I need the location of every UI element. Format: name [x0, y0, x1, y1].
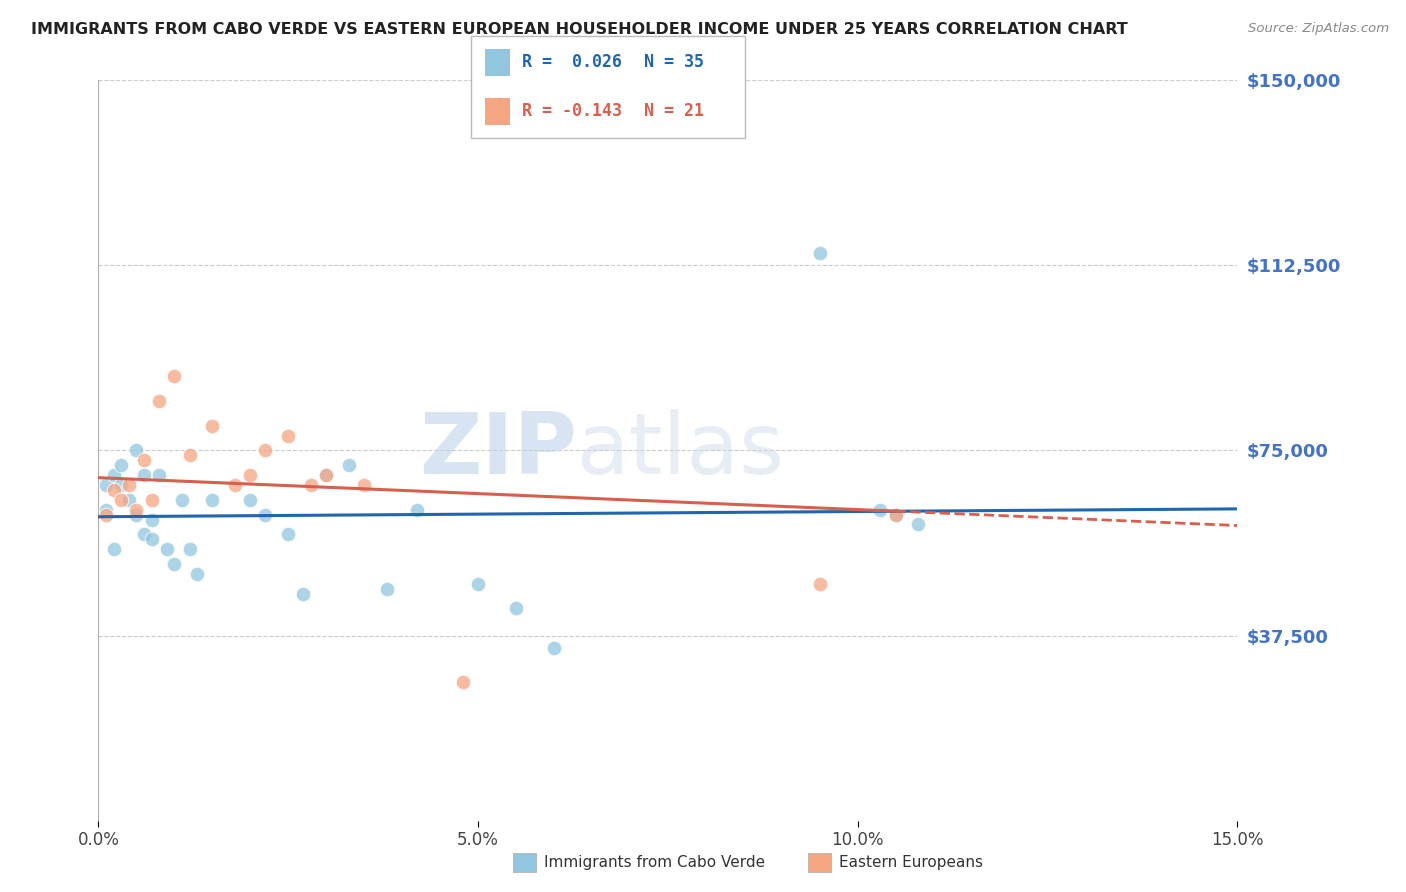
Point — [103, 542, 125, 557]
Text: Eastern Europeans: Eastern Europeans — [839, 855, 983, 870]
Point — [299, 478, 322, 492]
Point — [141, 512, 163, 526]
Point — [94, 508, 117, 522]
Point — [467, 576, 489, 591]
Point — [179, 449, 201, 463]
Point — [141, 492, 163, 507]
Point — [884, 508, 907, 522]
Point — [254, 443, 277, 458]
Point — [179, 542, 201, 557]
Point — [103, 483, 125, 497]
Point — [315, 468, 337, 483]
Point — [543, 640, 565, 655]
Point — [132, 468, 155, 483]
Point — [156, 542, 179, 557]
Point — [186, 566, 208, 581]
Point — [337, 458, 360, 473]
Text: R = -0.143: R = -0.143 — [522, 103, 621, 120]
Text: N = 21: N = 21 — [644, 103, 704, 120]
Point — [277, 527, 299, 541]
Point — [148, 394, 170, 409]
Point — [148, 468, 170, 483]
Point — [163, 557, 186, 571]
Point — [808, 246, 831, 260]
Text: ZIP: ZIP — [419, 409, 576, 492]
Point — [141, 533, 163, 547]
Point — [125, 443, 148, 458]
Point — [132, 527, 155, 541]
Point — [406, 502, 429, 516]
Point — [277, 428, 299, 442]
Point — [353, 478, 375, 492]
Point — [118, 492, 141, 507]
Point — [163, 369, 186, 384]
Text: atlas: atlas — [576, 409, 785, 492]
Point — [110, 478, 132, 492]
Text: N = 35: N = 35 — [644, 54, 704, 71]
Point — [94, 478, 117, 492]
Point — [808, 576, 831, 591]
Point — [907, 517, 929, 532]
Point — [125, 502, 148, 516]
Point — [375, 582, 398, 596]
Point — [292, 586, 315, 600]
Point — [254, 508, 277, 522]
Point — [451, 675, 474, 690]
Point — [103, 468, 125, 483]
Point — [110, 492, 132, 507]
Point — [118, 478, 141, 492]
Point — [239, 492, 262, 507]
Point — [132, 453, 155, 467]
Point — [110, 458, 132, 473]
Text: Source: ZipAtlas.com: Source: ZipAtlas.com — [1249, 22, 1389, 36]
Point — [125, 508, 148, 522]
Text: R =  0.026: R = 0.026 — [522, 54, 621, 71]
Point — [224, 478, 246, 492]
Text: Immigrants from Cabo Verde: Immigrants from Cabo Verde — [544, 855, 765, 870]
Point — [170, 492, 193, 507]
Point — [201, 492, 224, 507]
Point — [884, 508, 907, 522]
Point — [239, 468, 262, 483]
Point — [315, 468, 337, 483]
Point — [869, 502, 891, 516]
Point — [94, 502, 117, 516]
Point — [201, 418, 224, 433]
Text: IMMIGRANTS FROM CABO VERDE VS EASTERN EUROPEAN HOUSEHOLDER INCOME UNDER 25 YEARS: IMMIGRANTS FROM CABO VERDE VS EASTERN EU… — [31, 22, 1128, 37]
Point — [505, 601, 527, 615]
